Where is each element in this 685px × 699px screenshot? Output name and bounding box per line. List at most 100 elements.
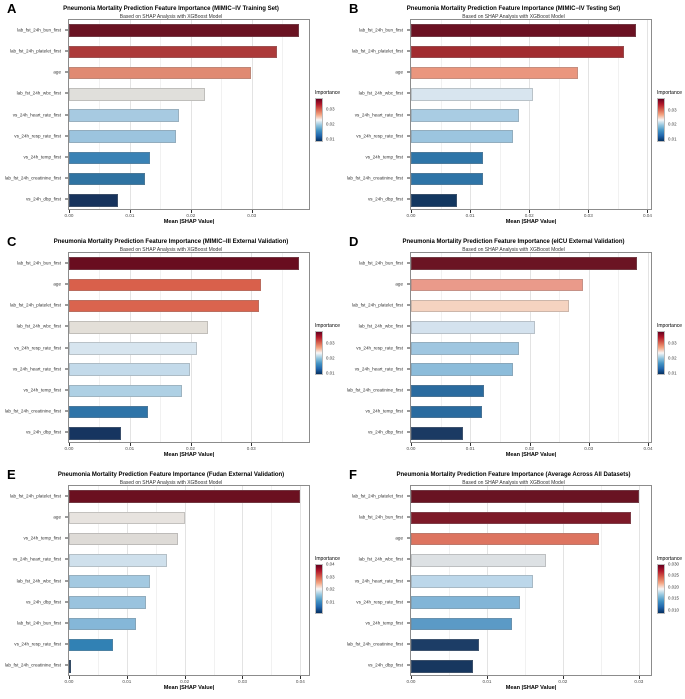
y-axis-tick — [65, 580, 68, 581]
y-axis-tick — [407, 368, 410, 370]
legend-gradient-bar — [315, 564, 323, 614]
bar — [69, 278, 261, 292]
legend-tick-label: 0.02 — [668, 355, 677, 361]
bar — [411, 617, 512, 631]
y-axis-tick — [65, 601, 68, 603]
y-axis-tick — [407, 71, 410, 73]
bar — [411, 172, 483, 186]
bar — [411, 109, 520, 122]
legend-title: Importance — [315, 323, 341, 329]
bar — [411, 24, 637, 37]
x-tick-label: 0.01 — [465, 213, 475, 218]
x-axis-tick — [242, 676, 244, 679]
y-axis-tick — [65, 177, 68, 179]
bar — [411, 596, 521, 609]
bar — [411, 88, 533, 101]
bar — [69, 617, 136, 631]
legend-tick-label: 0.04 — [326, 561, 335, 567]
bar — [69, 638, 113, 652]
gridline-minor — [617, 20, 619, 209]
x-tick-label: 0.02 — [558, 679, 568, 684]
y-axis-tick — [65, 431, 68, 433]
y-axis-label: lab_fst_24h_wbc_first — [16, 90, 61, 96]
gridline-major — [190, 20, 192, 209]
panel-a: A Pneumonia Mortality Prediction Feature … — [0, 0, 342, 233]
legend-tick-label: 0.03 — [326, 340, 335, 346]
legend-gradient-bar — [657, 98, 665, 142]
x-tick-label: 0.02 — [525, 446, 534, 451]
bar — [69, 194, 119, 207]
gridline-major — [251, 20, 253, 209]
x-axis-tick — [411, 676, 412, 679]
x-axis-title: Mean |SHAP Value| — [163, 218, 215, 225]
y-axis-label: vs_24h_dbp_first — [368, 662, 403, 668]
y-axis-tick — [65, 495, 68, 497]
y-axis-label: lab_fst_24h_bun_first — [17, 620, 61, 626]
plot-area — [410, 19, 652, 210]
y-axis-label: vs_24h_dbp_first — [26, 429, 61, 435]
x-tick-label: 0.00 — [64, 213, 74, 218]
y-axis-tick — [407, 114, 410, 115]
y-axis-label: lab_fst_24h_creatinine_first — [4, 408, 61, 414]
chart-title: Pneumonia Mortality Prediction Feature I… — [396, 472, 631, 478]
bar — [69, 342, 197, 355]
gridline-major — [588, 253, 590, 442]
y-axis-tick — [65, 156, 68, 158]
gridline-minor — [155, 486, 157, 675]
panel-letter: A — [7, 1, 17, 16]
x-axis-tick — [648, 443, 650, 446]
y-axis-label: lab_fst_24h_bun_first — [17, 27, 61, 33]
y-axis-tick — [65, 516, 68, 518]
legend-tick-label: 0.01 — [668, 136, 677, 142]
legend-tick-label: 0.02 — [326, 121, 335, 127]
plot-area — [68, 252, 310, 443]
legend-tick-label: 0.03 — [326, 574, 335, 579]
x-tick-label: 0.01 — [465, 446, 475, 451]
x-tick-label: 0.02 — [186, 213, 196, 218]
bar — [411, 660, 474, 673]
y-axis-label: lab_fst_24h_creatinine_first — [4, 175, 61, 181]
x-axis-tick — [300, 676, 302, 679]
x-axis-tick — [411, 210, 412, 213]
y-axis-tick — [65, 114, 68, 115]
legend-tick-label: 0.02 — [326, 355, 335, 361]
bar — [411, 299, 569, 313]
legend: Importance 0.030 0.025 0.020 0.015 0.010 — [657, 556, 682, 614]
y-axis-label: lab_fst_24h_bun_first — [359, 514, 403, 520]
x-tick-label: 0.03 — [246, 446, 256, 451]
gridline-major — [300, 486, 302, 675]
chart-title: Pneumonia Mortality Prediction Feature I… — [53, 239, 289, 245]
y-axis-tick — [407, 304, 410, 306]
bar — [411, 532, 599, 546]
x-axis-tick — [470, 443, 472, 446]
y-axis-label: vs_24h_temp_first — [23, 535, 61, 541]
y-axis-tick — [65, 198, 68, 200]
y-axis-tick — [407, 516, 410, 518]
legend-title: Importance — [657, 556, 683, 562]
bar — [411, 130, 513, 143]
y-axis-tick — [407, 262, 410, 264]
bar — [69, 511, 185, 525]
legend-gradient-bar — [657, 331, 665, 375]
chart-title: Pneumonia Mortality Prediction Feature I… — [406, 6, 621, 12]
bar — [69, 24, 299, 37]
y-axis-label: lab_fst_24h_wbc_first — [358, 323, 403, 329]
x-tick-label: 0.01 — [125, 446, 135, 451]
legend-tick-label: 0.01 — [326, 136, 335, 142]
chart-subtitle: Based on SHAP Analysis with XGBoost Mode… — [119, 479, 223, 486]
y-axis-label: lab_fst_24h_creatinine_first — [346, 641, 403, 647]
gridline-major — [648, 253, 650, 442]
legend-tick-label: 0.03 — [668, 107, 677, 113]
legend-tick-label: 0.010 — [668, 607, 679, 613]
y-axis-tick — [65, 664, 68, 666]
panel-letter: E — [7, 467, 16, 482]
x-axis-tick — [69, 443, 70, 446]
y-axis-tick — [65, 537, 68, 539]
x-axis-tick — [647, 210, 649, 213]
bar — [69, 88, 205, 101]
bar — [69, 405, 148, 419]
bar — [69, 532, 178, 546]
chart-subtitle: Based on SHAP Analysis with XGBoost Mode… — [119, 13, 223, 20]
x-tick-label: 0.01 — [122, 679, 132, 684]
